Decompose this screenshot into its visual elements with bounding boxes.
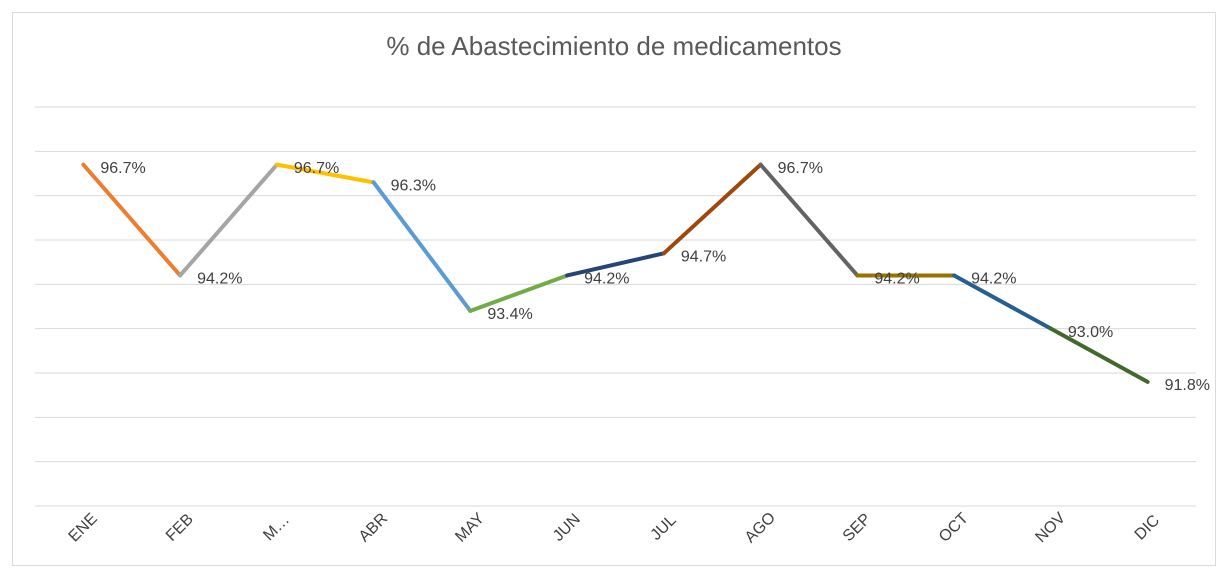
line-segment — [371, 180, 473, 313]
data-label: 94.7% — [681, 249, 726, 266]
data-label: 94.2% — [584, 271, 629, 288]
line-segment — [565, 251, 666, 278]
line-segment — [758, 162, 860, 278]
line-segment — [81, 162, 183, 278]
data-label: 94.2% — [197, 271, 242, 288]
data-label: 93.4% — [487, 306, 532, 323]
line-segment — [178, 162, 279, 278]
line-segment — [274, 162, 376, 185]
line-segment — [952, 273, 1053, 331]
data-label: 96.7% — [100, 160, 145, 177]
line-segment — [661, 162, 763, 256]
data-label: 96.7% — [294, 160, 339, 177]
data-label: 94.2% — [971, 271, 1016, 288]
line-segment — [468, 273, 570, 313]
data-label: 94.2% — [874, 271, 919, 288]
data-label: 93.0% — [1068, 324, 1113, 341]
chart-title: % de Abastecimiento de medicamentos — [386, 31, 841, 61]
chart-border — [12, 12, 1216, 566]
data-label: 96.3% — [391, 178, 436, 195]
line-segment — [1048, 326, 1150, 384]
data-label: 96.7% — [778, 160, 823, 177]
data-label: 91.8% — [1165, 377, 1210, 394]
